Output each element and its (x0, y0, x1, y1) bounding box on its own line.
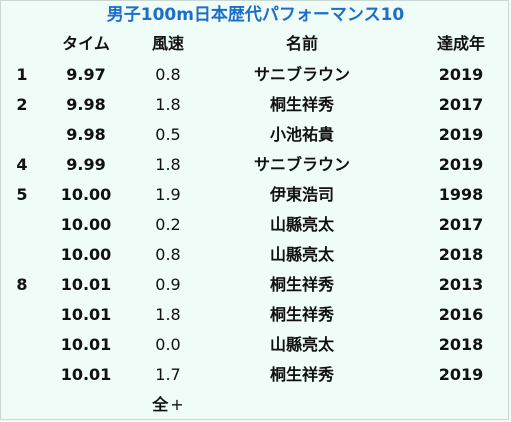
table-row: 1 9.97 0.8 サニブラウン 2019 (0, 60, 511, 90)
cell-rank (0, 210, 44, 240)
cell-rank: 8 (16, 275, 28, 294)
table-row: 10.01 0.0 山縣亮太 2018 (0, 330, 511, 360)
cell-rank (0, 330, 44, 360)
page-title: 男子100m日本歴代パフォーマンス10 (106, 5, 405, 25)
table-row: 10.00 0.8 山縣亮太 2018 (0, 240, 511, 270)
cell-time: 10.01 (60, 305, 112, 324)
cell-year: 2019 (438, 365, 484, 384)
cell-name: 桐生祥秀 (269, 365, 334, 384)
cell-rank: 2 (16, 95, 28, 114)
cell-year: 2013 (438, 275, 484, 294)
cell-name: 小池祐貴 (269, 125, 334, 144)
table-row: 8 10.01 0.9 桐生祥秀 2013 (0, 270, 511, 300)
cell-year: 2017 (438, 215, 484, 234)
cell-wind: 0.0 (155, 335, 181, 354)
show-all-label: 全 (152, 395, 169, 414)
cell-rank (0, 300, 44, 330)
cell-name: サニブラウン (253, 65, 350, 84)
header-wind: 風速 (151, 34, 184, 53)
cell-time: 9.97 (66, 65, 106, 84)
cell-rank: 5 (16, 185, 28, 204)
cell-year: 2016 (438, 305, 484, 324)
cell-wind: 0.8 (155, 245, 181, 264)
cell-time: 9.98 (66, 125, 106, 144)
table-row: 10.01 1.8 桐生祥秀 2016 (0, 300, 511, 330)
cell-year: 2018 (438, 245, 484, 264)
cell-year: 2019 (438, 65, 484, 84)
cell-wind: 0.2 (155, 215, 181, 234)
cell-time: 10.01 (60, 275, 112, 294)
cell-time: 9.98 (66, 95, 106, 114)
cell-year: 1998 (438, 185, 484, 204)
table-row: 10.01 1.7 桐生祥秀 2019 (0, 360, 511, 390)
cell-name: 伊東浩司 (269, 185, 334, 204)
cell-time: 10.00 (60, 245, 112, 264)
plus-icon: + (170, 395, 184, 414)
table-row: 2 9.98 1.8 桐生祥秀 2017 (0, 90, 511, 120)
cell-rank (0, 240, 44, 270)
cell-year: 2017 (438, 95, 484, 114)
cell-time: 10.01 (60, 365, 112, 384)
cell-rank: 1 (16, 65, 28, 84)
cell-time: 10.01 (60, 335, 112, 354)
cell-name: 山縣亮太 (269, 335, 334, 354)
cell-year: 2019 (438, 155, 484, 174)
cell-rank (0, 360, 44, 390)
cell-time: 10.00 (60, 215, 112, 234)
cell-wind: 1.8 (155, 305, 181, 324)
cell-rank (0, 120, 44, 150)
cell-name: 桐生祥秀 (269, 95, 334, 114)
table-row: 9.98 0.5 小池祐貴 2019 (0, 120, 511, 150)
cell-name: 山縣亮太 (269, 215, 334, 234)
cell-wind: 1.9 (155, 185, 181, 204)
cell-year: 2019 (438, 125, 484, 144)
show-all-button[interactable]: 全 + (128, 391, 208, 419)
header-row: タイム 風速 名前 達成年 (0, 29, 511, 59)
table-row: 4 9.99 1.8 サニブラウン 2019 (0, 150, 511, 180)
cell-time: 9.99 (66, 155, 106, 174)
cell-wind: 1.8 (155, 155, 181, 174)
cell-wind: 1.8 (155, 95, 181, 114)
cell-wind: 0.5 (155, 125, 181, 144)
header-year: 達成年 (436, 34, 485, 53)
cell-rank: 4 (16, 155, 28, 174)
cell-wind: 1.7 (155, 365, 181, 384)
table-row: 5 10.00 1.9 伊東浩司 1998 (0, 180, 511, 210)
cell-name: 桐生祥秀 (269, 275, 334, 294)
table-row: 10.00 0.2 山縣亮太 2017 (0, 210, 511, 240)
header-name: 名前 (285, 34, 318, 53)
header-rank (0, 29, 44, 59)
cell-time: 10.00 (60, 185, 112, 204)
cell-wind: 0.8 (155, 65, 181, 84)
cell-year: 2018 (438, 335, 484, 354)
cell-name: 桐生祥秀 (269, 305, 334, 324)
cell-name: 山縣亮太 (269, 245, 334, 264)
header-time: タイム (62, 34, 110, 53)
cell-wind: 0.9 (155, 275, 181, 294)
cell-name: サニブラウン (253, 155, 350, 174)
